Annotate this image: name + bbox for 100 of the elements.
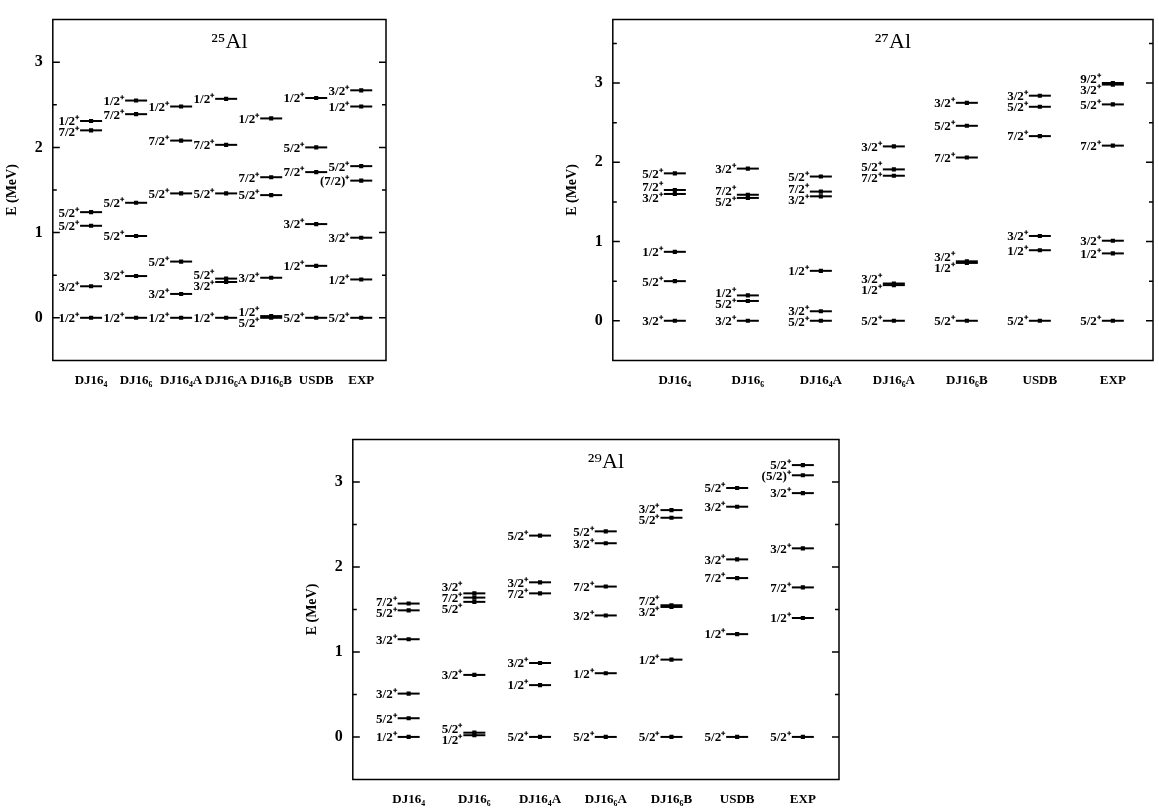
- data-label: 5/2⁺: [1007, 313, 1029, 329]
- data-label: 5/2⁺: [283, 310, 306, 326]
- data-label: 5/2⁺: [704, 729, 727, 745]
- data-label: 7/2⁺: [704, 570, 727, 586]
- data-label: 7/2⁺: [770, 579, 792, 595]
- data-label: 7/2⁺: [1080, 137, 1102, 153]
- y-tick-label: 0: [334, 727, 343, 745]
- data-label: 1/2⁺: [283, 258, 306, 274]
- x-tick-label: DJ16₄A: [518, 790, 562, 806]
- data-label: 7/2⁺: [148, 132, 171, 148]
- data-label: 1/2⁺: [638, 651, 661, 667]
- data-label: 1/2⁺: [1007, 242, 1029, 258]
- data-label: 3/2⁺: [376, 631, 398, 647]
- data-label: 5/2⁺: [1080, 313, 1102, 329]
- x-tick-label: DJ16₄: [74, 371, 108, 387]
- x-tick-label: EXP: [789, 790, 816, 806]
- data-label: 1/2⁺: [328, 98, 351, 114]
- y-tick-label: 0: [34, 307, 43, 325]
- y-tick-label: 3: [594, 73, 603, 91]
- y-tick-label: 2: [334, 557, 343, 575]
- data-label: 1/2⁺: [704, 626, 727, 642]
- y-tick-label: 0: [594, 310, 603, 328]
- x-tick-label: DJ16₆A: [584, 790, 628, 806]
- data-label: 5/2⁺: [934, 313, 956, 329]
- data-label: 3/2⁺: [861, 138, 883, 154]
- y-axis-title: E (MeV): [304, 583, 321, 636]
- x-tick-label: DJ16₆A: [205, 371, 248, 387]
- data-label: 7/2⁺: [283, 164, 306, 180]
- data-label: 3/2⁺: [193, 278, 216, 294]
- x-tick-label: DJ16₆B: [946, 371, 988, 387]
- data-label: 1/2⁺: [103, 310, 126, 326]
- data-label: 1/2⁺: [148, 310, 171, 326]
- data-label: 5/2⁺: [58, 204, 81, 220]
- x-tick-label: DJ16₆: [731, 371, 765, 387]
- chart-title: ²⁷Al: [874, 28, 912, 54]
- data-label: 1/2⁺: [148, 98, 171, 114]
- data-label: 7/2⁺: [507, 585, 530, 601]
- data-label: 5/2⁺: [283, 139, 306, 155]
- data-label: 5/2⁺: [507, 729, 530, 745]
- data-label: 5/2⁺: [1080, 96, 1102, 112]
- data-label: 7/2⁺: [934, 149, 956, 165]
- data-label: 5/2⁺: [788, 168, 810, 184]
- data-label: 7/2⁺: [573, 578, 595, 594]
- x-tick-label: USDB: [1022, 371, 1058, 387]
- data-label: 7/2⁺: [638, 592, 661, 608]
- data-label: 5/2⁺: [58, 218, 81, 234]
- y-tick-label: 3: [334, 472, 343, 490]
- x-tick-label: DJ16₆: [457, 790, 491, 806]
- data-label: 3/2⁺: [283, 216, 306, 232]
- data-label: 3/2⁺: [328, 82, 351, 98]
- data-label: 5/2⁺: [238, 187, 261, 203]
- y-axis-title: E (MeV): [4, 163, 21, 216]
- data-label: 3/2⁺: [1007, 228, 1029, 244]
- x-tick-label: DJ16₄A: [799, 371, 843, 387]
- chart-title: ²⁵Al: [211, 28, 248, 54]
- data-label: 5/2⁺: [704, 480, 727, 496]
- data-label: 7/2⁺: [193, 137, 216, 153]
- data-label: 5/2⁺: [715, 194, 737, 210]
- data-label: (5/2)⁺: [761, 468, 792, 484]
- data-label: 5/2⁺: [328, 310, 351, 326]
- data-label: 7/2⁺: [58, 123, 81, 139]
- x-tick-label: DJ16₆A: [872, 371, 916, 387]
- data-label: 3/2⁺: [715, 313, 737, 329]
- data-label: 3/2⁺: [704, 499, 727, 515]
- data-label: 3/2⁺: [1080, 81, 1102, 97]
- data-label: 3/2⁺: [376, 685, 398, 701]
- x-tick-label: EXP: [1099, 371, 1126, 387]
- data-label: 1/2⁺: [573, 665, 595, 681]
- data-label: 5/2⁺: [148, 185, 171, 201]
- data-label: 3/2⁺: [148, 286, 171, 302]
- data-label: 5/2⁺: [770, 729, 792, 745]
- data-label: 7/2⁺: [861, 170, 883, 186]
- data-label: 3/2⁺: [934, 95, 956, 111]
- data-label: 3/2⁺: [573, 607, 595, 623]
- data-label: 5/2⁺: [148, 253, 171, 269]
- data-label: 3/2⁺: [770, 540, 792, 556]
- x-tick-label: DJ16₆B: [650, 790, 693, 806]
- data-label: 1/2⁺: [642, 244, 664, 260]
- data-label: 5/2⁺: [507, 527, 530, 543]
- data-label: 1/2⁺: [507, 677, 530, 693]
- data-label: 5/2⁺: [193, 185, 216, 201]
- data-label: 5/2⁺: [934, 118, 956, 134]
- data-label: 5/2⁺: [1007, 99, 1029, 115]
- data-label: 1/2⁺: [238, 110, 261, 126]
- data-label: 5/2⁺: [642, 273, 664, 289]
- data-label: 7/2⁺: [1007, 128, 1029, 144]
- data-label: 1/2⁺: [861, 282, 883, 298]
- data-label: 1/2⁺: [193, 310, 216, 326]
- y-tick-label: 1: [34, 222, 43, 240]
- data-label: 3/2⁺: [58, 278, 81, 294]
- data-label: 1/2⁺: [193, 91, 216, 107]
- data-label: 5/2⁺: [638, 729, 661, 745]
- data-label: 3/2⁺: [934, 248, 956, 264]
- data-label: 3/2⁺: [238, 270, 261, 286]
- x-tick-label: DJ16₄: [658, 371, 692, 387]
- data-label: 5/2⁺: [103, 228, 126, 244]
- y-tick-label: 1: [334, 642, 343, 660]
- x-tick-label: EXP: [348, 371, 375, 387]
- data-label: 5/2⁺: [376, 710, 398, 726]
- data-label: 3/2⁺: [770, 485, 792, 501]
